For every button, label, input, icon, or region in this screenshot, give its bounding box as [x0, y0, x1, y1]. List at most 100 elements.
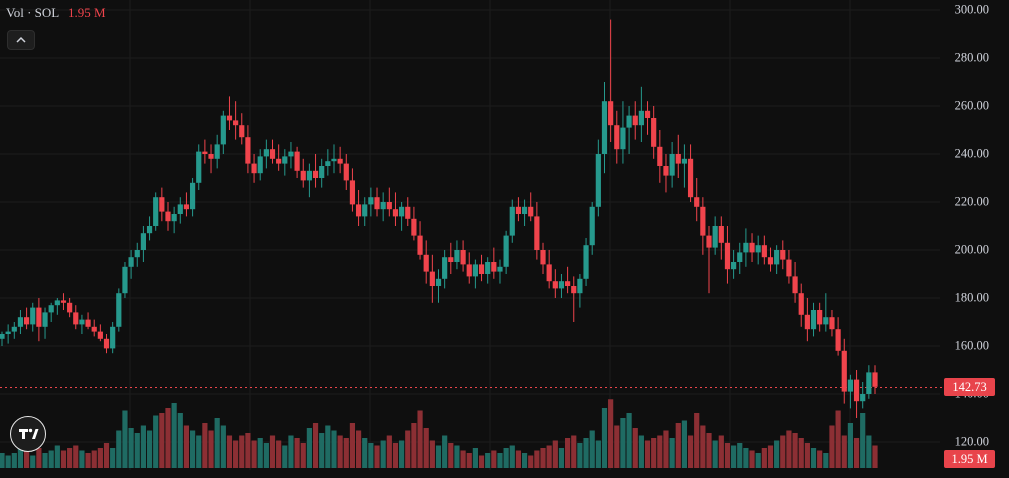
candle-body — [853, 379, 860, 402]
candle-body — [515, 206, 522, 214]
volume-bar — [737, 443, 743, 468]
candle-body — [189, 182, 196, 210]
candle-body — [183, 204, 190, 210]
candle-body — [786, 259, 792, 277]
candle-body — [700, 206, 706, 236]
candle-body — [503, 235, 509, 267]
candle-body — [866, 372, 872, 394]
volume-bar — [392, 443, 399, 468]
volume-bar — [380, 440, 386, 468]
tradingview-logo-mark — [19, 428, 39, 439]
volume-bar — [128, 428, 134, 468]
volume-bar — [608, 399, 614, 468]
volume-bar — [294, 438, 300, 468]
volume-bar — [73, 445, 79, 468]
volume-bar — [23, 450, 30, 468]
y-tick-label: 180.00 — [954, 290, 989, 305]
candle-body — [829, 317, 835, 330]
candle-body — [804, 314, 810, 330]
candle-body — [294, 151, 300, 171]
volume-bar — [644, 440, 651, 468]
volume-bar — [48, 450, 54, 468]
volume-bar — [368, 443, 374, 468]
candle-body — [48, 305, 54, 313]
candle-body — [577, 278, 583, 294]
volume-bar — [251, 440, 257, 468]
y-tick-label: 160.00 — [954, 338, 989, 353]
volume-bar — [632, 428, 638, 468]
candle-body — [220, 115, 226, 145]
collapse-button[interactable] — [7, 30, 35, 50]
volume-bar — [226, 435, 233, 468]
candle-body — [472, 264, 478, 277]
volume-bar — [312, 423, 319, 468]
candle-body — [466, 264, 472, 277]
candle-body — [417, 235, 423, 255]
volume-bar — [595, 440, 601, 468]
volume-bar — [620, 418, 626, 468]
candle-body — [718, 226, 724, 243]
volume-bar — [319, 433, 325, 468]
candle-body — [552, 281, 558, 289]
volume-bar — [208, 430, 214, 468]
volume-bar — [183, 425, 190, 468]
candle-body — [571, 286, 577, 294]
candle-body — [632, 115, 638, 126]
candle-body — [91, 326, 97, 332]
candle-body — [355, 204, 362, 217]
tradingview-logo-icon[interactable] — [10, 416, 46, 452]
candle-body — [774, 250, 780, 265]
volume-bar — [521, 453, 528, 468]
candle-body — [11, 326, 17, 332]
volume-bar — [669, 438, 675, 468]
volume-bar — [749, 450, 755, 468]
candle-body — [817, 310, 823, 325]
candle-body — [276, 158, 282, 164]
volume-bar — [694, 413, 700, 468]
volume-bar — [202, 423, 208, 468]
candle-body — [491, 262, 497, 272]
volume-bar — [97, 448, 103, 468]
candle-body — [226, 115, 233, 121]
candle-body — [872, 372, 878, 387]
candle-body — [36, 307, 42, 327]
volume-bar — [5, 455, 11, 468]
candle-body — [675, 154, 681, 164]
candle-body — [589, 206, 595, 246]
volume-bar — [257, 438, 263, 468]
volume-bar — [675, 423, 681, 468]
volume-bar — [159, 413, 165, 468]
volume-bar — [386, 435, 392, 468]
volume-bar — [515, 450, 522, 468]
volume-bar — [509, 445, 515, 468]
volume-bar — [792, 433, 798, 468]
volume-bar — [743, 448, 749, 468]
volume-bar — [823, 453, 829, 468]
candles — [0, 19, 878, 418]
candle-body — [54, 300, 60, 306]
candle-body — [626, 115, 632, 128]
candle-body — [17, 317, 24, 327]
volume-bar — [601, 408, 608, 468]
volume-bar — [478, 455, 485, 468]
volume-bar — [786, 430, 792, 468]
candle-body — [392, 209, 399, 217]
volume-bar — [712, 440, 718, 468]
candle-body — [601, 101, 608, 154]
candle-body — [79, 319, 85, 325]
volume-bar — [269, 435, 276, 468]
candle-body — [399, 206, 405, 217]
volume-bar — [306, 428, 312, 468]
volume-bar — [817, 450, 823, 468]
volume-bar — [405, 430, 411, 468]
candle-body — [540, 250, 546, 265]
candle-body — [644, 110, 651, 118]
y-tick-label: 220.00 — [954, 194, 989, 209]
candle-body — [177, 204, 183, 214]
candle-body — [595, 154, 601, 207]
candle-body — [233, 120, 239, 126]
candle-body — [208, 154, 214, 159]
volume-bar — [331, 430, 337, 468]
